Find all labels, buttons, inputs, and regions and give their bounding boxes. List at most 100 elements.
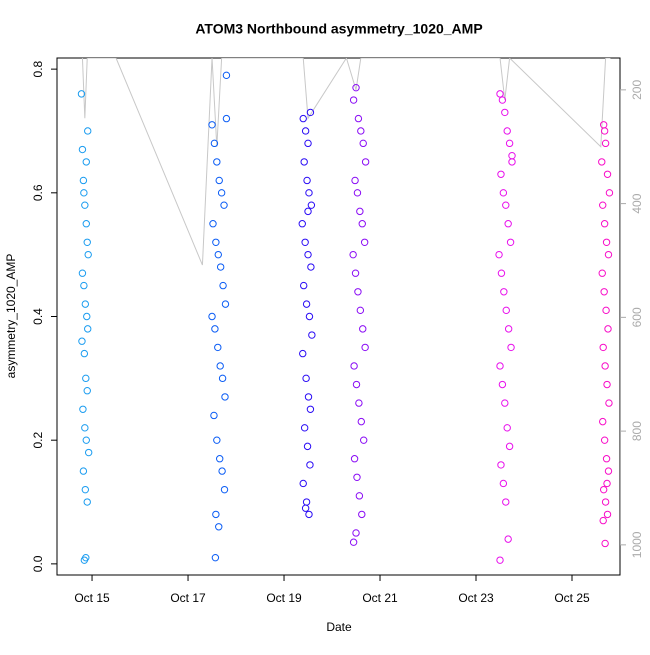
point: [497, 170, 505, 178]
point: [213, 436, 221, 444]
point: [352, 529, 360, 537]
point: [502, 201, 510, 209]
x-tick-label: Oct 21: [362, 591, 398, 605]
y-tick-label: 0.8: [31, 60, 45, 77]
point: [82, 436, 90, 444]
y2-line: [81, 58, 611, 266]
point: [300, 424, 309, 432]
point: [215, 176, 223, 185]
point: [216, 362, 224, 370]
point: [361, 158, 370, 166]
point: [603, 510, 612, 519]
chart-title: ATOM3 Northbound asymmetry_1020_AMP: [195, 21, 482, 37]
point: [300, 281, 308, 290]
y-axis-label: asymmetry_1020_AMP: [4, 254, 18, 379]
point: [354, 114, 363, 123]
point: [305, 510, 313, 519]
point: [496, 556, 504, 564]
point: [600, 436, 609, 444]
point: [359, 139, 367, 148]
point: [210, 139, 219, 148]
point: [79, 467, 88, 475]
point: [602, 455, 611, 463]
point: [213, 158, 221, 166]
point: [601, 498, 610, 506]
point: [304, 207, 312, 216]
point: [83, 387, 91, 395]
point: [605, 189, 614, 197]
point: [504, 325, 513, 333]
point: [82, 220, 90, 228]
point: [361, 343, 369, 352]
point: [209, 220, 217, 228]
point: [220, 485, 229, 494]
point: [78, 269, 87, 277]
point: [497, 461, 505, 469]
point: [80, 189, 88, 197]
point: [307, 263, 315, 271]
point: [499, 479, 508, 488]
point: [78, 337, 86, 345]
point: [83, 498, 91, 506]
point: [502, 498, 510, 506]
point: [77, 90, 86, 98]
point: [82, 158, 90, 166]
point: [358, 510, 366, 519]
point: [305, 312, 314, 321]
y2-tick-label: 1000: [630, 531, 644, 558]
point: [359, 436, 368, 444]
point: [600, 220, 609, 228]
point: [600, 288, 608, 296]
plot-frame: [56, 57, 621, 576]
point: [503, 424, 511, 432]
point: [508, 158, 516, 166]
point: [79, 405, 87, 413]
point: [308, 331, 316, 339]
point: [601, 362, 609, 370]
point: [505, 139, 514, 148]
point: [604, 325, 612, 333]
point: [355, 399, 363, 407]
point: [84, 448, 93, 457]
point: [222, 71, 231, 80]
point: [599, 343, 607, 352]
point: [301, 238, 309, 246]
point: [212, 510, 220, 519]
point: [503, 127, 511, 135]
point: [81, 300, 90, 308]
point: [210, 411, 218, 420]
point: [218, 467, 226, 475]
point: [212, 238, 220, 246]
point: [306, 405, 315, 413]
point: [84, 250, 92, 259]
point: [211, 553, 220, 562]
point: [214, 343, 222, 352]
point: [495, 250, 503, 259]
point: [498, 380, 507, 389]
point: [601, 539, 609, 548]
point: [78, 145, 87, 154]
point: [81, 424, 89, 432]
point: [301, 127, 310, 135]
point: [214, 250, 222, 259]
point: [216, 263, 225, 271]
point: [505, 442, 514, 451]
x-tick-label: Oct 17: [170, 591, 206, 605]
point: [301, 504, 310, 512]
point: [352, 83, 360, 92]
point: [219, 281, 227, 290]
point: [221, 393, 229, 401]
point: [84, 325, 92, 333]
point: [357, 417, 365, 426]
point: [501, 108, 509, 117]
point: [355, 492, 364, 500]
y2-tick-label: 400: [630, 193, 644, 213]
y-tick-label: 0.0: [31, 555, 45, 572]
point: [353, 473, 361, 481]
point: [299, 349, 307, 358]
point: [83, 312, 91, 321]
point: [599, 417, 607, 426]
y2-tick-label: 600: [630, 307, 644, 327]
point: [220, 201, 228, 209]
